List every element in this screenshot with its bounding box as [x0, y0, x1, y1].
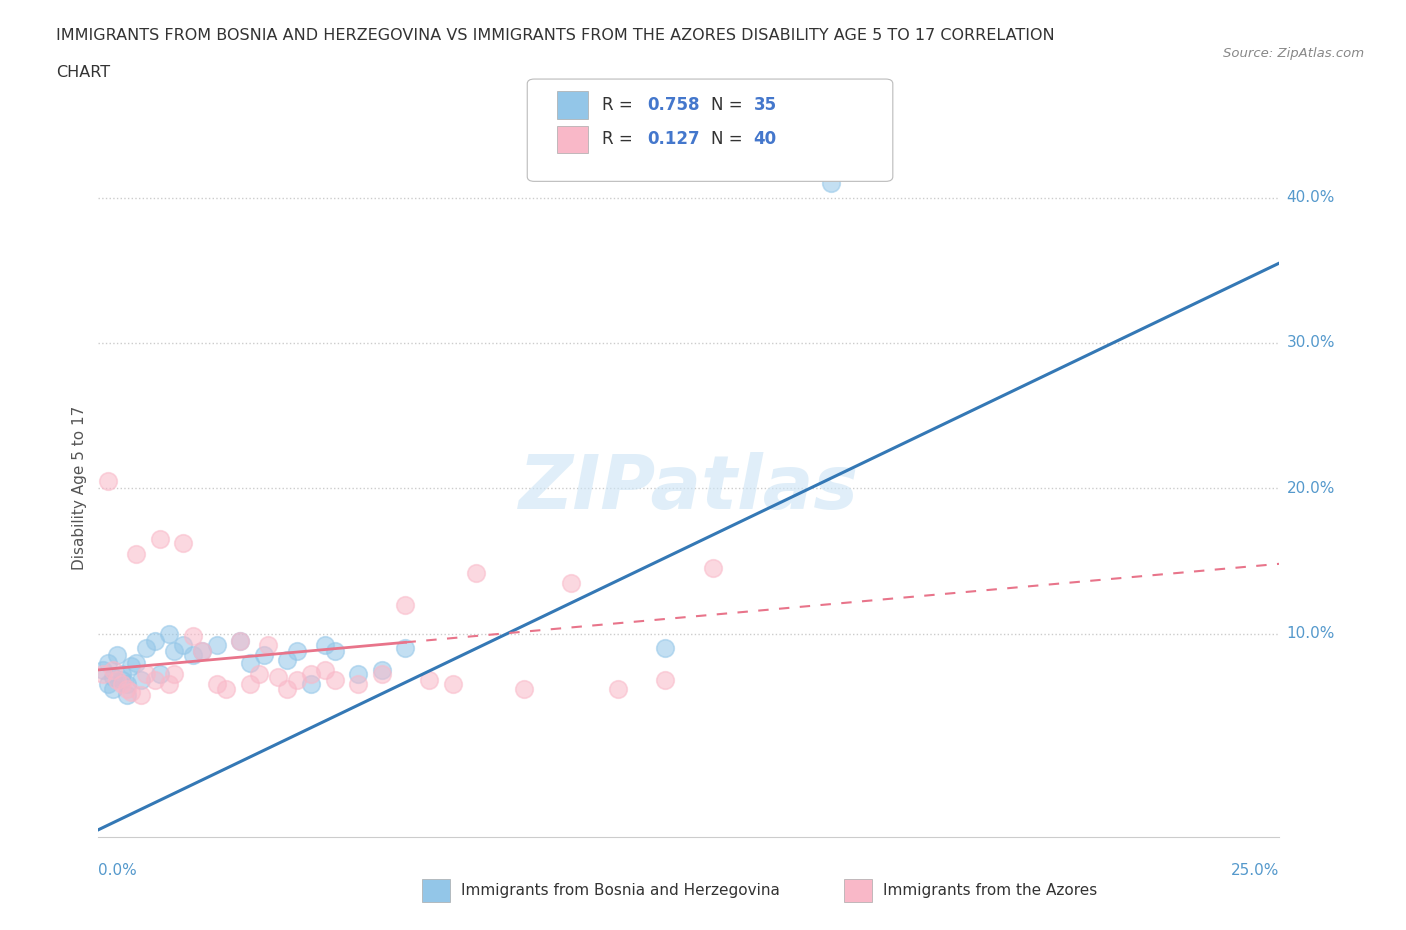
Point [111, 677, 134, 692]
Text: 0.127: 0.127 [647, 130, 699, 149]
Point [115, 682, 138, 697]
Point [157, 626, 180, 641]
Point [285, 672, 308, 687]
Point [215, 682, 238, 697]
Point [101, 682, 124, 697]
Point [111, 672, 134, 687]
Point [105, 648, 128, 663]
Point [314, 638, 336, 653]
Point [512, 682, 534, 697]
Point [441, 677, 464, 692]
Y-axis label: Disability Age 5 to 17: Disability Age 5 to 17 [72, 406, 87, 570]
Point [157, 677, 180, 692]
Point [191, 644, 214, 658]
Point [394, 597, 416, 612]
Point [299, 677, 322, 692]
Point [239, 677, 262, 692]
Point [299, 667, 322, 682]
Text: N =: N = [711, 130, 748, 149]
Point [229, 633, 252, 648]
Point [181, 648, 204, 663]
Text: N =: N = [711, 96, 748, 114]
Text: 0.0%: 0.0% [98, 863, 138, 878]
Text: 30.0%: 30.0% [1286, 336, 1334, 351]
Text: Immigrants from Bosnia and Herzegovina: Immigrants from Bosnia and Herzegovina [461, 883, 780, 898]
Point [125, 655, 148, 670]
Point [465, 565, 488, 580]
Text: 10.0%: 10.0% [1286, 626, 1334, 641]
Point [143, 672, 166, 687]
Point [323, 644, 346, 658]
Point [257, 638, 280, 653]
Text: 0.758: 0.758 [647, 96, 699, 114]
Point [121, 684, 143, 699]
Text: IMMIGRANTS FROM BOSNIA AND HERZEGOVINA VS IMMIGRANTS FROM THE AZORES DISABILITY : IMMIGRANTS FROM BOSNIA AND HERZEGOVINA V… [56, 28, 1054, 43]
Point [247, 667, 270, 682]
Text: 35: 35 [754, 96, 776, 114]
Point [229, 633, 252, 648]
Point [371, 667, 394, 682]
Text: 20.0%: 20.0% [1286, 481, 1334, 496]
Point [276, 652, 298, 667]
Point [314, 662, 336, 677]
Point [323, 672, 346, 687]
Point [205, 677, 228, 692]
Text: Immigrants from the Azores: Immigrants from the Azores [883, 883, 1097, 898]
Point [172, 536, 194, 551]
Point [91, 662, 114, 677]
Point [347, 667, 370, 682]
Point [560, 576, 582, 591]
Text: CHART: CHART [56, 65, 110, 80]
Point [394, 641, 416, 656]
Point [654, 641, 676, 656]
Text: R =: R = [602, 96, 638, 114]
Point [125, 546, 148, 561]
Point [418, 672, 440, 687]
Point [276, 682, 298, 697]
Point [172, 638, 194, 653]
Point [115, 687, 138, 702]
Text: 25.0%: 25.0% [1232, 863, 1279, 878]
Text: Source: ZipAtlas.com: Source: ZipAtlas.com [1223, 46, 1364, 60]
Point [115, 677, 138, 692]
Point [205, 638, 228, 653]
Point [607, 682, 630, 697]
Point [371, 662, 394, 677]
Text: R =: R = [602, 130, 638, 149]
Text: 40.0%: 40.0% [1286, 190, 1334, 206]
Point [101, 662, 124, 677]
Text: 40: 40 [754, 130, 776, 149]
Point [267, 670, 290, 684]
Point [285, 644, 308, 658]
Point [135, 641, 157, 656]
Point [97, 655, 120, 670]
Point [163, 644, 186, 658]
Point [121, 658, 143, 673]
Point [181, 629, 204, 644]
Point [239, 655, 262, 670]
Point [129, 687, 152, 702]
Point [149, 532, 172, 547]
Point [101, 670, 124, 684]
Point [129, 672, 152, 687]
Point [135, 667, 157, 682]
Point [191, 644, 214, 658]
Point [105, 672, 128, 687]
Point [91, 667, 114, 682]
Point [111, 667, 134, 682]
Point [347, 677, 370, 692]
Point [97, 677, 120, 692]
Point [143, 633, 166, 648]
Point [97, 473, 120, 488]
Text: ZIPatlas: ZIPatlas [519, 452, 859, 525]
Point [253, 648, 276, 663]
Point [654, 672, 676, 687]
Point [163, 667, 186, 682]
Point [702, 561, 724, 576]
Point [820, 176, 842, 191]
Point [149, 667, 172, 682]
